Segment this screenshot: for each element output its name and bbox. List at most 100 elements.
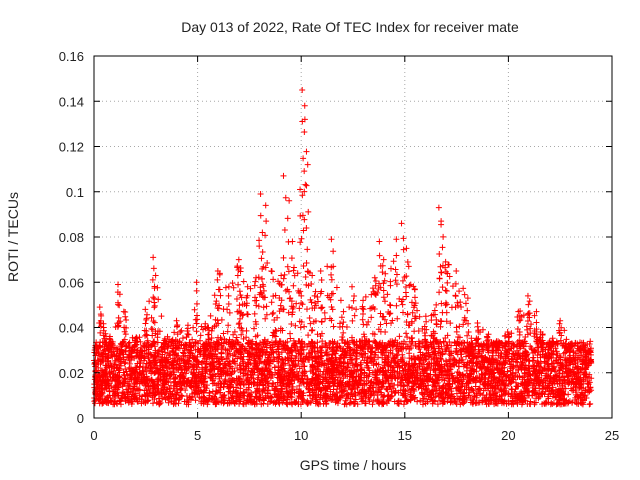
data-point: [553, 357, 560, 364]
data-point: [323, 385, 330, 392]
data-point: [236, 324, 243, 331]
data-point: [203, 367, 210, 374]
data-point: [327, 339, 334, 346]
data-point: [389, 317, 396, 324]
data-point: [404, 334, 411, 341]
data-point: [386, 341, 393, 348]
data-point: [236, 308, 243, 315]
data-point: [217, 384, 224, 391]
data-point: [296, 382, 303, 389]
data-point: [480, 387, 487, 394]
data-point: [476, 365, 483, 372]
data-point: [528, 346, 535, 353]
data-point: [324, 351, 331, 358]
data-point: [300, 397, 307, 404]
data-point: [354, 362, 361, 369]
data-point: [537, 393, 544, 400]
data-point: [554, 340, 561, 347]
data-point: [108, 398, 115, 405]
data-point: [99, 353, 106, 360]
data-point: [582, 374, 589, 381]
data-point: [337, 362, 344, 369]
data-point: [280, 360, 287, 367]
data-point: [150, 318, 157, 325]
data-point: [172, 400, 179, 407]
data-point: [502, 332, 509, 339]
data-point: [164, 350, 171, 357]
data-point: [446, 356, 453, 363]
data-point: [409, 385, 416, 392]
data-point: [171, 351, 178, 358]
data-point: [217, 335, 224, 342]
data-point: [573, 380, 580, 387]
data-point: [402, 371, 409, 378]
data-point: [311, 292, 318, 299]
data-point: [496, 361, 503, 368]
data-point: [150, 400, 157, 407]
data-point: [391, 390, 398, 397]
data-point: [192, 346, 199, 353]
data-point: [287, 295, 294, 302]
data-point: [580, 339, 587, 346]
data-point: [417, 397, 424, 404]
data-point: [363, 321, 370, 328]
data-point: [461, 348, 468, 355]
data-point: [167, 368, 174, 375]
data-point: [171, 397, 178, 404]
data-point: [310, 318, 317, 325]
data-point: [514, 352, 521, 359]
data-point: [491, 374, 498, 381]
data-point: [431, 383, 438, 390]
data-point: [274, 369, 281, 376]
data-point: [443, 371, 450, 378]
data-point: [222, 284, 229, 291]
data-point: [143, 331, 150, 338]
data-point: [285, 381, 292, 388]
data-point: [145, 392, 152, 399]
data-point: [252, 393, 259, 400]
data-point: [263, 311, 270, 318]
data-point: [306, 315, 313, 322]
data-point: [218, 354, 225, 361]
data-point: [396, 333, 403, 340]
data-point: [226, 377, 233, 384]
data-point: [253, 362, 260, 369]
data-point: [245, 365, 252, 372]
data-point: [472, 383, 479, 390]
data-point: [526, 358, 533, 365]
data-point: [342, 369, 349, 376]
data-point: [539, 401, 546, 408]
data-point: [514, 374, 521, 381]
data-point: [141, 387, 148, 394]
data-point: [491, 341, 498, 348]
data-point: [429, 388, 436, 395]
data-point: [144, 392, 151, 399]
data-point: [502, 382, 509, 389]
data-point: [328, 317, 335, 324]
data-point: [271, 364, 278, 371]
data-point: [408, 320, 415, 327]
data-point: [438, 300, 445, 307]
data-point: [264, 338, 271, 345]
data-point: [455, 387, 462, 394]
data-point: [162, 362, 169, 369]
data-point: [200, 326, 207, 333]
data-point: [524, 377, 531, 384]
data-point: [287, 335, 294, 342]
data-point: [433, 386, 440, 393]
data-point: [209, 361, 216, 368]
data-point: [529, 363, 536, 370]
data-point: [215, 320, 222, 327]
data-point: [116, 349, 123, 356]
data-point: [288, 367, 295, 374]
data-point: [456, 323, 463, 330]
data-point: [344, 345, 351, 352]
data-point: [253, 385, 260, 392]
data-point: [341, 340, 348, 347]
data-point: [567, 359, 574, 366]
data-point: [309, 305, 316, 312]
data-point: [197, 337, 204, 344]
data-point: [229, 338, 236, 345]
data-point: [321, 362, 328, 369]
data-point: [394, 375, 401, 382]
